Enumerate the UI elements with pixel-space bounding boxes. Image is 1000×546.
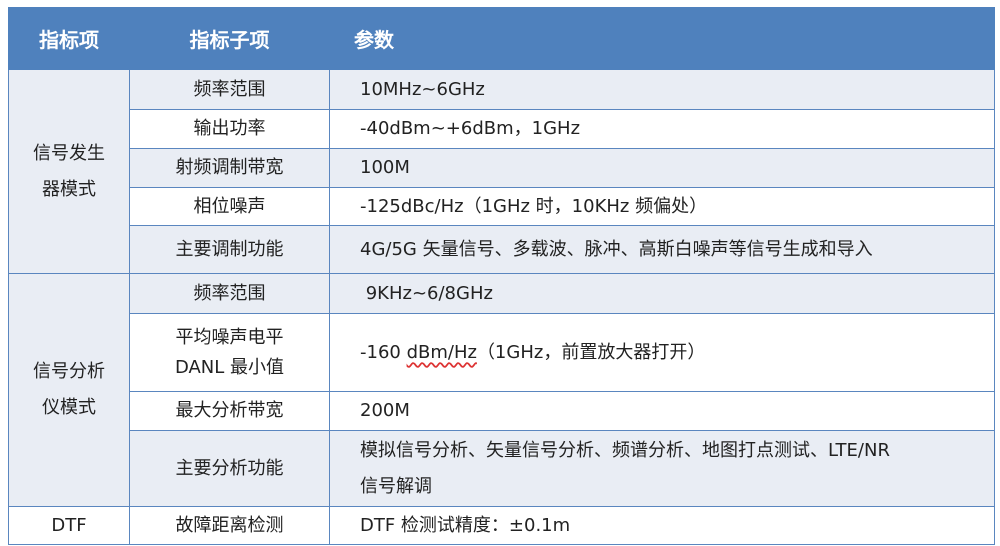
param: DTF 检测试精度：±0.1m bbox=[329, 506, 995, 545]
param: -160 dBm/Hz（1GHz，前置放大器打开） bbox=[329, 313, 995, 392]
group-signal-analyzer: 信号分析 仪模式 bbox=[8, 273, 130, 507]
table-row: DTF 故障距离检测 DTF 检测试精度：±0.1m bbox=[8, 506, 995, 545]
param: 100M bbox=[329, 148, 995, 188]
sub-item: 平均噪声电平 DANL 最小值 bbox=[129, 313, 330, 392]
table-row: 射频调制带宽 100M bbox=[9, 148, 995, 188]
table-row: 相位噪声 -125dBc/Hz（1GHz 时，10KHz 频偏处） bbox=[9, 187, 995, 226]
sub-item: 主要调制功能 bbox=[129, 225, 330, 274]
table-row: 信号分析仪模式 频率范围 9KHz~6/8GHz bbox=[8, 273, 995, 507]
header-row: 指标项 指标子项 参数 bbox=[8, 7, 995, 70]
group-label: 器模式 bbox=[42, 178, 96, 200]
spec-table: 指标项 指标子项 参数 信号发生器模式 频率范围 10MHz~6GHz 输出功率… bbox=[8, 7, 995, 545]
table-row: 输出功率 -40dBm~+6dBm，1GHz bbox=[9, 109, 995, 149]
group-signal-generator: 信号发生 器模式 bbox=[8, 69, 130, 274]
header-sub-indicator: 指标子项 bbox=[129, 7, 330, 70]
param: -40dBm~+6dBm，1GHz bbox=[329, 109, 995, 149]
sub-item: 主要分析功能 bbox=[129, 430, 330, 507]
table-row: 最大分析带宽 200M bbox=[9, 391, 995, 431]
param: -125dBc/Hz（1GHz 时，10KHz 频偏处） bbox=[329, 187, 995, 226]
param-line: 信号解调 bbox=[360, 475, 432, 497]
sub-item: 输出功率 bbox=[129, 109, 330, 149]
header-parameter: 参数 bbox=[329, 7, 995, 70]
group-label: 仪模式 bbox=[42, 397, 96, 418]
table-row: 主要分析功能 模拟信号分析、矢量信号分析、频谱分析、地图打点测试、LTE/NR 信… bbox=[9, 430, 995, 507]
param: 200M bbox=[329, 391, 995, 431]
sub-line: DANL 最小值 bbox=[174, 356, 285, 378]
group-label: 信号发生 bbox=[33, 142, 105, 164]
table-row: 主要调制功能 4G/5G 矢量信号、多载波、脉冲、高斯白噪声等信号生成和导入 bbox=[9, 225, 995, 274]
sub-item: 最大分析带宽 bbox=[129, 391, 330, 431]
table-row: 信号发生器模式 频率范围 10MHz~6GHz bbox=[8, 69, 995, 274]
group-dtf: DTF bbox=[8, 506, 130, 545]
sub-line: 平均噪声电平 bbox=[175, 326, 284, 348]
sub-item: 频率范围 bbox=[129, 273, 330, 314]
param: 9KHz~6/8GHz bbox=[329, 273, 995, 314]
sub-item: 相位噪声 bbox=[129, 187, 330, 226]
sub-item: 故障距离检测 bbox=[129, 506, 330, 545]
param-part: （1GHz，前置放大器打开） bbox=[476, 341, 706, 363]
sub-item: 频率范围 bbox=[129, 69, 330, 110]
spellcheck-word: dBm/Hz bbox=[406, 341, 477, 363]
param: 4G/5G 矢量信号、多载波、脉冲、高斯白噪声等信号生成和导入 bbox=[329, 225, 995, 274]
sub-item: 射频调制带宽 bbox=[129, 148, 330, 188]
group-label: 信号分析 bbox=[33, 361, 105, 382]
param: 10MHz~6GHz bbox=[329, 69, 995, 110]
param-part: -160 bbox=[360, 341, 407, 363]
table-row: 平均噪声电平 DANL 最小值 -160 dBm/Hz（1GHz，前置放大器打开） bbox=[9, 313, 995, 392]
param-line: 模拟信号分析、矢量信号分析、频谱分析、地图打点测试、LTE/NR bbox=[360, 439, 890, 461]
header-indicator: 指标项 bbox=[8, 7, 130, 70]
param: 模拟信号分析、矢量信号分析、频谱分析、地图打点测试、LTE/NR 信号解调 bbox=[329, 430, 995, 507]
